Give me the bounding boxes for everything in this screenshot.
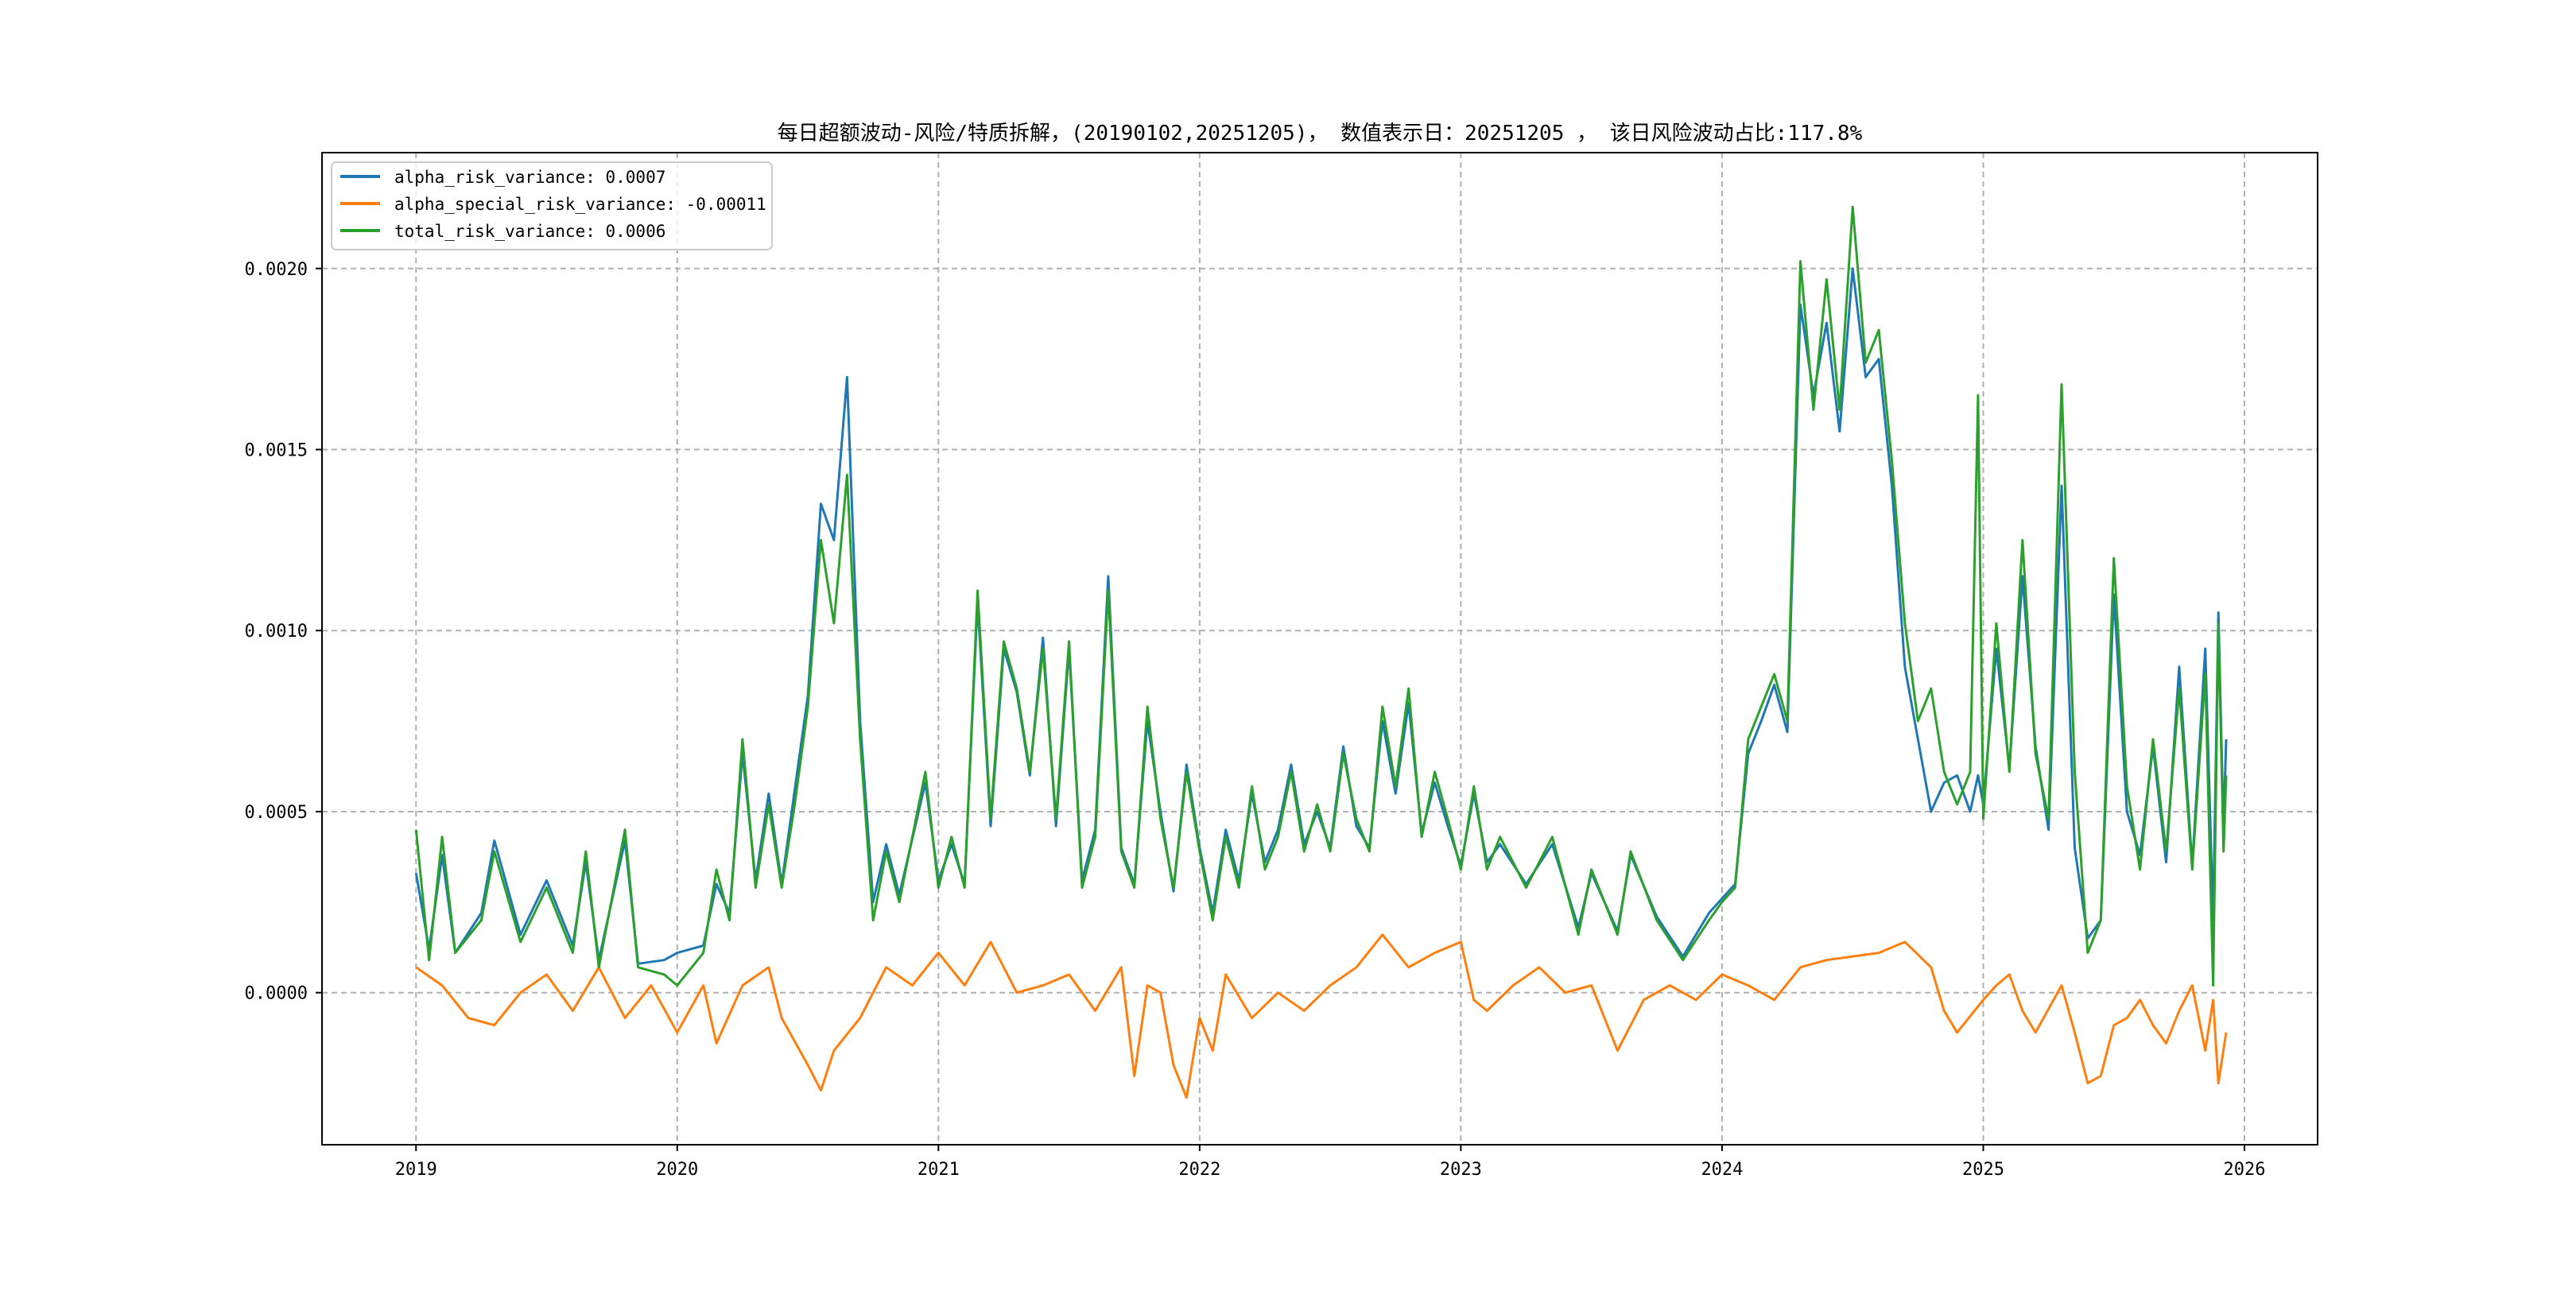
x-tick-label: 2019 <box>395 1160 437 1180</box>
x-tick-label: 2021 <box>918 1160 960 1180</box>
y-axis: 0.0000 0.0005 0.0010 0.0015 0.0020 <box>245 260 322 1004</box>
plot-frame <box>321 152 2318 1146</box>
x-tick-label: 2026 <box>2224 1160 2266 1180</box>
x-axis: 2019 2020 2021 2022 2023 2024 2025 2026 <box>395 1145 2266 1180</box>
legend-box <box>331 161 773 250</box>
legend-label: alpha_risk_variance: 0.0007 <box>394 168 665 187</box>
y-tick-label: 0.0015 <box>245 440 308 460</box>
series-line-total-risk-variance <box>414 205 2228 987</box>
series-lines <box>414 205 2228 1099</box>
legend: alpha_risk_variance: 0.0007 alpha_special… <box>331 161 773 250</box>
x-tick-label: 2024 <box>1701 1160 1743 1180</box>
series-line-alpha-special-risk-variance <box>415 933 2228 1099</box>
x-tick-label: 2023 <box>1440 1160 1482 1180</box>
legend-label: alpha_special_risk_variance: -0.00011 <box>394 195 766 214</box>
y-tick-label: 0.0000 <box>245 984 308 1004</box>
legend-label: total_risk_variance: 0.0006 <box>394 222 665 241</box>
y-tick-label: 0.0005 <box>245 803 308 823</box>
y-tick-label: 0.0010 <box>245 622 308 642</box>
y-tick-label: 0.0020 <box>245 260 308 280</box>
x-tick-label: 2020 <box>656 1160 698 1180</box>
x-tick-label: 2022 <box>1178 1160 1220 1180</box>
chart-title: 每日超额波动-风险/特质拆解，(20190102,20251205)， 数值表示… <box>778 122 1863 145</box>
x-tick-label: 2025 <box>1962 1160 2004 1180</box>
grid-lines <box>322 153 2318 1145</box>
